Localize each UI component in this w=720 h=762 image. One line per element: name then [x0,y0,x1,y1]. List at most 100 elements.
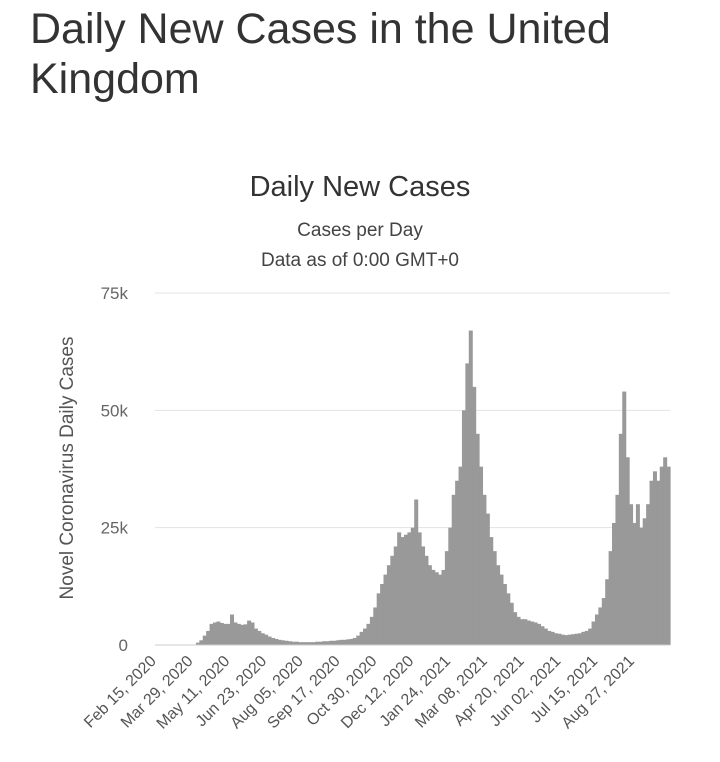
bar [421,546,426,645]
bar [294,641,299,645]
bar [479,466,484,645]
bar [646,504,651,645]
bar [581,631,586,645]
bar [496,565,501,645]
bar [513,612,518,645]
bar [434,572,439,645]
bar [438,574,443,645]
bar [598,607,603,645]
bar [212,622,217,645]
bar [223,623,228,645]
y-axis-label: Novel Coronavirus Daily Cases [57,337,78,600]
bar [533,622,538,645]
bar [472,386,477,645]
bar [318,641,323,645]
bar [342,639,347,645]
bar [291,641,296,645]
bar [642,518,647,645]
bar [202,635,207,645]
page-title: Daily New Cases in the United Kingdom [30,5,611,103]
chart-subtitle-data-as-of: Data as of 0:00 GMT+0 [261,250,459,271]
bar [543,628,548,645]
bar [267,636,272,645]
bar [230,614,235,645]
bar [557,633,562,645]
bar [247,620,252,645]
bar [451,494,456,645]
bar [195,642,200,645]
bars [192,330,671,645]
bar [366,623,371,645]
bar [386,565,391,645]
bar [424,555,429,645]
bar [588,628,593,645]
bar [397,532,402,645]
bar [448,527,453,645]
bar [444,551,449,645]
bar [659,466,664,645]
bar [441,569,446,645]
bar [335,640,340,645]
bar [308,642,313,645]
bar [226,623,231,645]
gridlines [155,292,670,529]
bar [526,620,531,645]
bar [550,631,555,645]
bar [523,619,528,645]
bar [328,640,333,645]
bar [605,579,610,645]
bar [349,638,354,645]
chart-container: Daily New Cases Cases per Day Data as of… [0,150,720,762]
bar [260,633,265,645]
bar [298,642,303,645]
bar [635,504,640,645]
bar [281,640,286,645]
bar [427,565,432,645]
bar [639,527,644,645]
bar [236,623,241,645]
bar [567,634,572,645]
bar [489,537,494,645]
bar [591,621,596,645]
bar [571,634,576,645]
bar [322,641,327,645]
bar [233,622,238,645]
bar [369,616,374,645]
bar [608,551,613,645]
bar [554,633,559,645]
bar [257,630,262,645]
bar [468,330,473,645]
bar [383,574,388,645]
bar [390,555,395,645]
bar [264,634,269,645]
bar [359,631,364,645]
bar [629,504,634,645]
bar [465,363,470,645]
bar [492,551,497,645]
bar [277,639,282,645]
bar [656,480,661,645]
bar [206,630,211,645]
bar [216,621,221,645]
bar [219,622,224,645]
bar [407,532,412,645]
bar [663,457,668,645]
bar [574,633,579,645]
bar [393,546,398,645]
bar [315,641,320,645]
daily-cases-chart: Daily New Cases Cases per Day Data as of… [57,171,671,733]
bar [400,537,405,645]
bar [506,593,511,645]
bar [339,639,344,645]
bar [499,574,504,645]
bar [240,624,245,645]
chart-subtitle-cases-per-day: Cases per Day [297,220,423,241]
bar [649,480,654,645]
bar [622,391,627,645]
bar [475,433,480,645]
bar [632,522,637,645]
bar [652,471,657,645]
bar [601,598,606,645]
bar [250,622,255,645]
